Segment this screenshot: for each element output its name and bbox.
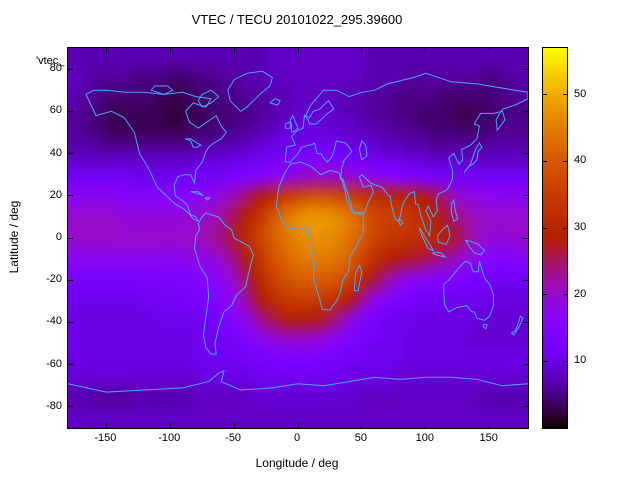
- coastline-ireland: [284, 121, 291, 129]
- coastline-victoria_island: [150, 85, 174, 95]
- colorbar-tick-label: 10: [574, 354, 587, 367]
- y-tick-label: -80: [46, 399, 62, 412]
- y-tick-label: -60: [46, 357, 62, 370]
- colorbar: [542, 47, 568, 429]
- coastline-africa: [275, 161, 364, 311]
- y-tick-label: 40: [49, 146, 62, 159]
- coastline-borneo: [436, 224, 451, 245]
- coastline-antarctica: [68, 370, 528, 393]
- y-tick-mark: [523, 321, 528, 323]
- x-tick-label: 0: [293, 432, 301, 444]
- colorbar-canvas: [543, 48, 567, 428]
- coastline-uk: [289, 114, 299, 133]
- colorbar-tick-label: 20: [574, 287, 587, 300]
- x-tick-mark: [489, 423, 491, 428]
- x-tick-label: -50: [225, 432, 242, 444]
- colorbar-tick-mark: [563, 360, 567, 362]
- colorbar-tick-mark: [543, 94, 547, 96]
- y-tick-mark: [523, 68, 528, 70]
- x-axis-label: Longitude / deg: [255, 456, 339, 470]
- x-tick-mark: [105, 423, 107, 428]
- x-tick-label: 50: [354, 432, 367, 444]
- colorbar-tick-label: 50: [574, 87, 587, 100]
- coastline-australia: [443, 260, 494, 321]
- colorbar-tick-label: 30: [574, 221, 587, 233]
- coastline-sumatra: [418, 227, 435, 252]
- y-tick-mark: [523, 110, 528, 112]
- x-tick-mark: [169, 423, 171, 428]
- coastline-great_lakes: [185, 138, 202, 148]
- y-tick-mark: [68, 68, 73, 70]
- y-tick-mark: [68, 364, 73, 366]
- y-tick-label: 0: [55, 231, 62, 243]
- x-tick-mark: [361, 423, 363, 428]
- coastline-greenland: [227, 70, 273, 112]
- coastline-new_zealand: [511, 315, 524, 336]
- y-tick-mark: [523, 279, 528, 281]
- colorbar-tick-mark: [563, 94, 567, 96]
- y-tick-label: 80: [49, 62, 62, 75]
- coastline-south_america: [193, 212, 254, 355]
- colorbar-tick-mark: [563, 160, 567, 162]
- coastline-north_america: [85, 89, 228, 223]
- x-tick-label: 100: [415, 432, 434, 444]
- x-tick-mark: [169, 48, 171, 53]
- x-tick-mark: [425, 423, 427, 428]
- plot-area: [67, 47, 529, 429]
- coastline-hispaniola: [204, 197, 212, 201]
- y-tick-mark: [523, 406, 528, 408]
- y-tick-mark: [68, 110, 73, 112]
- y-tick-label: -40: [46, 315, 62, 328]
- x-tick-mark: [297, 423, 299, 428]
- chart-title: VTEC / TECU 20101022_295.39600: [191, 12, 403, 27]
- y-tick-label: 60: [49, 104, 62, 117]
- y-tick-mark: [68, 321, 73, 323]
- y-tick-label: 20: [49, 188, 62, 201]
- x-tick-label: -100: [158, 432, 181, 444]
- colorbar-tick-label: 40: [574, 154, 587, 167]
- x-tick-label: -150: [94, 432, 117, 444]
- coastline-eurasia: [284, 72, 528, 238]
- y-tick-mark: [68, 237, 73, 239]
- y-tick-mark: [523, 237, 528, 239]
- coastline-madagascar: [353, 264, 363, 292]
- x-tick-mark: [425, 48, 427, 53]
- coastline-java: [431, 252, 447, 258]
- x-tick-label: 150: [479, 432, 498, 444]
- coastline-japan: [463, 142, 483, 173]
- y-axis-label: Latitude / deg: [7, 200, 21, 274]
- x-tick-mark: [233, 48, 235, 53]
- colorbar-tick-mark: [543, 160, 547, 162]
- x-tick-mark: [489, 48, 491, 53]
- x-tick-mark: [233, 423, 235, 428]
- coastline-philippines: [450, 198, 459, 222]
- coastline-baffin: [197, 89, 220, 108]
- x-tick-mark: [361, 48, 363, 53]
- y-tick-mark: [523, 364, 528, 366]
- y-tick-mark: [523, 195, 528, 197]
- coastline-cuba: [190, 191, 204, 197]
- y-tick-mark: [68, 195, 73, 197]
- x-tick-mark: [297, 48, 299, 53]
- coastline-iceland: [269, 98, 281, 106]
- coastline-caspian: [358, 139, 368, 161]
- coastline-tasmania: [482, 324, 488, 330]
- y-tick-mark: [523, 153, 528, 155]
- y-tick-mark: [68, 406, 73, 408]
- coastline-sri_lanka: [398, 218, 404, 227]
- key-label-vtec: 'vtec_: [36, 55, 65, 67]
- colorbar-tick-mark: [563, 294, 567, 296]
- coastline-new_guinea: [464, 239, 486, 256]
- coastline-overlay: [68, 70, 528, 393]
- heatmap-canvas: [68, 48, 528, 428]
- colorbar-tick-mark: [543, 227, 547, 229]
- y-tick-mark: [68, 279, 73, 281]
- y-tick-mark: [68, 153, 73, 155]
- colorbar-tick-mark: [563, 227, 567, 229]
- x-tick-mark: [105, 48, 107, 53]
- colorbar-tick-mark: [543, 294, 547, 296]
- y-tick-label: -20: [46, 273, 62, 286]
- colorbar-tick-mark: [543, 360, 547, 362]
